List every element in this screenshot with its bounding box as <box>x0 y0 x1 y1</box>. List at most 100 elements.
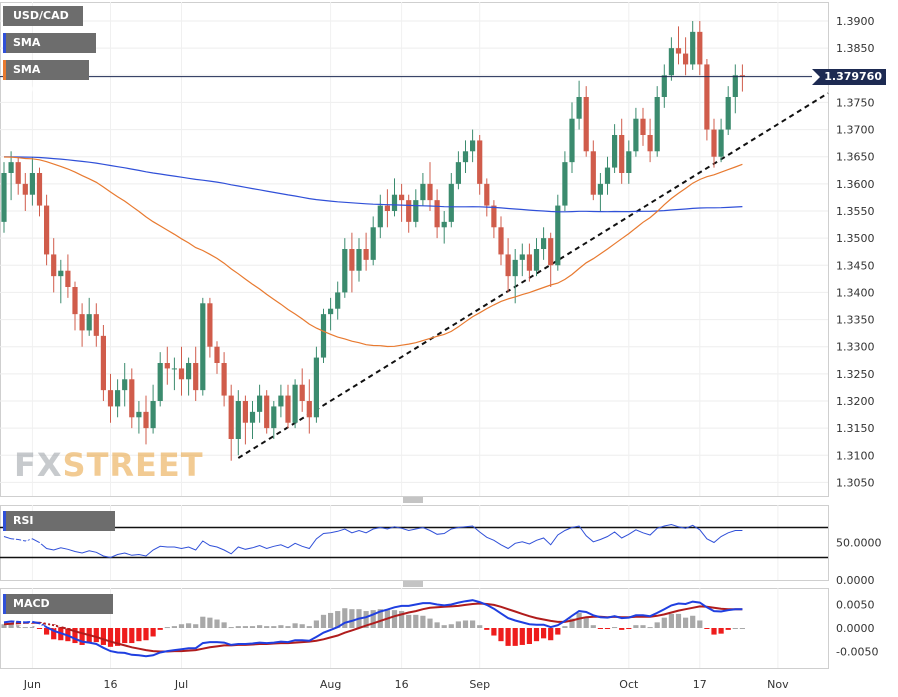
macd-histogram-bar <box>725 628 731 630</box>
macd-histogram-bar <box>498 628 504 642</box>
candle <box>590 140 596 201</box>
candle <box>583 86 589 157</box>
price-tick-label: 1.3650 <box>836 151 875 164</box>
macd-histogram-bar <box>399 611 405 628</box>
price-tick-label: 1.3700 <box>836 124 875 137</box>
sma200-legend-bar <box>3 33 6 53</box>
macd-histogram-bar <box>186 623 192 628</box>
candle-body <box>455 162 461 184</box>
candle <box>633 107 639 157</box>
candle-body <box>519 254 525 260</box>
macd-histogram-bar <box>164 627 170 629</box>
macd-histogram-bar <box>349 609 355 628</box>
macd-histogram-bar <box>612 627 618 629</box>
rsi-pane <box>0 505 829 581</box>
candle <box>51 238 57 293</box>
macd-histogram-bar <box>533 628 540 642</box>
candle-body <box>441 221 447 228</box>
macd-histogram-bar <box>242 626 248 628</box>
macd-histogram-bar <box>718 628 724 634</box>
time-axis-label: 16 <box>104 678 118 691</box>
candle <box>356 238 362 282</box>
candle-body <box>115 390 121 407</box>
macd-histogram-bar <box>207 617 213 628</box>
candle-body <box>242 401 248 423</box>
candle <box>143 395 149 445</box>
candle <box>427 162 433 211</box>
price-tick-label: 1.3450 <box>836 259 875 272</box>
macd-legend[interactable]: MACD (12,26,9) <box>3 594 113 630</box>
sma200-legend[interactable]: SMA (200,0) <box>3 33 96 69</box>
macd-histogram-bar <box>377 609 383 628</box>
macd-histogram-bar <box>420 615 426 628</box>
macd-histogram-bar <box>683 617 689 628</box>
candle <box>221 352 227 407</box>
macd-histogram-bar <box>320 614 327 628</box>
macd-histogram-bar <box>157 628 163 630</box>
sma50-legend[interactable]: SMA (50,0) <box>3 60 89 96</box>
candle-body <box>171 368 177 370</box>
price-tick-label: 1.3500 <box>836 232 875 245</box>
candle <box>299 368 305 412</box>
macd-histogram-bar <box>441 625 447 628</box>
candle <box>235 390 241 456</box>
candle-body <box>15 162 21 184</box>
macd-histogram-bar <box>704 628 710 629</box>
candle-body <box>725 97 731 130</box>
candle-body <box>697 31 703 65</box>
candle-body <box>654 97 660 152</box>
sma50-line <box>3 156 743 348</box>
macd-histogram-bar <box>640 625 646 628</box>
symbol-legend[interactable]: USD/CAD <box>3 6 83 26</box>
candle-body <box>72 287 78 315</box>
candle-body <box>668 48 674 76</box>
macd-histogram-bar <box>107 628 114 647</box>
candle-body <box>604 167 611 184</box>
macd-legend-bar <box>3 594 6 614</box>
macd-histogram-bar <box>526 628 532 644</box>
candle <box>555 194 561 271</box>
candle <box>171 357 177 391</box>
rsi-tick-label: 50.0000 <box>836 537 882 550</box>
time-axis-label: Sep <box>469 678 490 691</box>
candle <box>228 384 234 461</box>
macd-histogram-bar <box>264 626 270 628</box>
candle <box>640 107 646 146</box>
candle <box>15 156 21 195</box>
candle <box>377 194 383 239</box>
candle-body <box>207 303 213 347</box>
macd-histogram-bar <box>590 625 596 628</box>
candle-body <box>36 173 43 206</box>
macd-histogram-bar <box>178 624 185 628</box>
macd-histogram-bar <box>143 628 149 641</box>
candle-body <box>100 335 106 391</box>
candle <box>342 238 348 298</box>
candle-body <box>193 363 199 391</box>
price-tick-label: 1.3050 <box>836 476 875 489</box>
candle <box>271 401 277 439</box>
candle-body <box>541 238 547 249</box>
candle-body <box>29 173 35 195</box>
candle-body <box>356 249 362 271</box>
candle <box>491 200 497 239</box>
candle <box>661 64 667 108</box>
macd-histogram-bar <box>654 622 660 628</box>
macd-tick-label: 0.0000 <box>836 622 875 635</box>
candle <box>498 216 504 266</box>
candle <box>257 384 263 423</box>
candle-body <box>427 183 433 201</box>
candle-body <box>555 205 561 266</box>
macd-histogram-bar <box>342 608 348 628</box>
candle-body <box>313 357 319 418</box>
macd-histogram-bar <box>299 624 305 628</box>
candle-body <box>626 151 632 173</box>
time-axis-label: Oct <box>619 678 639 691</box>
candle-body <box>434 200 440 228</box>
rsi-legend[interactable]: RSI (14,70,30,1) <box>3 511 115 547</box>
candle <box>242 395 248 445</box>
macd-histogram-bar <box>661 617 667 628</box>
candle <box>406 194 412 233</box>
price-tick-label: 1.3750 <box>836 96 875 109</box>
candle <box>249 401 256 439</box>
candle <box>562 151 568 211</box>
